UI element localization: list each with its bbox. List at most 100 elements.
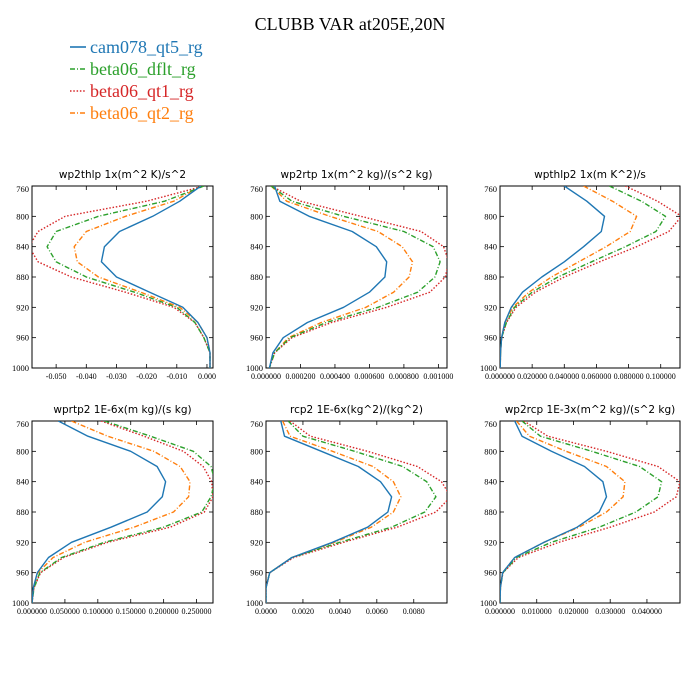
series-line-beta06_qt1_rg — [500, 186, 680, 368]
x-tick-label: 0.000000 — [485, 372, 515, 381]
series-line-beta06_qt2_rg — [32, 421, 191, 603]
x-tick-label: 0.0040 — [329, 607, 351, 616]
series-line-beta06_qt1_rg — [500, 421, 680, 603]
legend-entry: cam078_qt5_rg — [70, 37, 203, 57]
x-tick-label: 0.150000 — [116, 607, 146, 616]
x-tick-label: -0.020 — [136, 372, 157, 381]
series-line-beta06_dflt_rg — [500, 186, 667, 368]
x-tick-label: -0.030 — [106, 372, 127, 381]
chart-panel: wp2rtp 1x(m^2 kg)/(s^2 kg) 760 800 840 880 92… — [246, 169, 453, 381]
legend-label: beta06_qt1_rg — [90, 81, 194, 101]
y-tick-label: 760 — [16, 184, 29, 194]
x-tick-label: 0.000400 — [320, 372, 350, 381]
series-line-cam078_qt5_rg — [268, 186, 388, 368]
y-tick-label: 800 — [250, 211, 263, 221]
x-tick-label: 0.0080 — [403, 607, 425, 616]
series-line-beta06_dflt_rg — [266, 421, 437, 603]
series-line-beta06_dflt_rg — [32, 421, 213, 603]
y-tick-label: 880 — [484, 272, 497, 282]
chart-panel: wp2thlp 1x(m^2 K)/s^2 760 800 840 880 920 960 1… — [12, 169, 216, 381]
series-line-cam078_qt5_rg — [100, 186, 211, 368]
y-tick-label: 840 — [16, 477, 29, 487]
y-tick-label: 840 — [484, 242, 497, 252]
y-tick-label: 760 — [484, 184, 497, 194]
x-tick-label: 0.250000 — [182, 607, 212, 616]
y-tick-label: 760 — [250, 419, 263, 429]
y-tick-label: 880 — [484, 507, 497, 517]
x-tick-label: 0.020000 — [558, 607, 588, 616]
y-tick-label: 800 — [16, 211, 29, 221]
legend-label: beta06_dflt_rg — [90, 59, 196, 79]
plot-frame — [265, 185, 448, 369]
chart-panel: wprtp2 1E-6x(m kg)/(s kg) 760 800 840 880 920… — [12, 404, 214, 616]
x-tick-label: 0.080000 — [614, 372, 644, 381]
series-line-beta06_qt1_rg — [266, 421, 447, 603]
x-tick-label: 0.100000 — [83, 607, 113, 616]
y-tick-label: 840 — [484, 477, 497, 487]
x-tick-label: -0.010 — [166, 372, 187, 381]
x-tick-label: 0.000000 — [17, 607, 47, 616]
y-tick-label: 920 — [484, 302, 497, 312]
y-tick-label: 1000 — [12, 598, 29, 608]
legend-entry: beta06_dflt_rg — [70, 59, 196, 79]
x-tick-label: 0.000000 — [485, 607, 515, 616]
x-tick-label: 0.000200 — [285, 372, 315, 381]
plot-frame — [499, 185, 681, 369]
plot-frame — [499, 420, 681, 604]
legend-entry: beta06_qt2_rg — [70, 103, 194, 123]
y-tick-label: 960 — [16, 568, 29, 578]
series-line-cam078_qt5_rg — [500, 421, 608, 603]
x-tick-label: 0.000600 — [354, 372, 384, 381]
x-tick-label: 0.0000 — [255, 607, 277, 616]
series-line-beta06_qt2_rg — [73, 186, 211, 368]
series-line-beta06_qt1_rg — [268, 186, 447, 368]
x-tick-label: 0.0060 — [366, 607, 388, 616]
y-tick-label: 1000 — [246, 363, 263, 373]
figure-title: CLUBB VAR at205E,20N — [255, 14, 446, 34]
y-tick-label: 920 — [16, 302, 29, 312]
plot-frame — [31, 185, 214, 369]
x-tick-label: 0.050000 — [50, 607, 80, 616]
y-tick-label: 960 — [484, 568, 497, 578]
y-tick-label: 920 — [484, 537, 497, 547]
series-line-beta06_dflt_rg — [46, 186, 211, 368]
legend-label: cam078_qt5_rg — [90, 37, 203, 57]
x-tick-label: 0.010000 — [522, 607, 552, 616]
y-tick-label: 880 — [250, 507, 263, 517]
y-tick-label: 880 — [16, 507, 29, 517]
x-tick-label: -0.050 — [46, 372, 67, 381]
series-line-beta06_qt2_rg — [500, 186, 638, 368]
panel-title: rcp2 1E-6x(kg^2)/(kg^2) — [290, 404, 423, 416]
y-tick-label: 960 — [250, 568, 263, 578]
x-tick-label: 0.000 — [198, 372, 216, 381]
x-tick-label: 0.100000 — [646, 372, 676, 381]
legend: cam078_qt5_rgbeta06_dflt_rgbeta06_qt1_rg… — [70, 37, 203, 123]
y-tick-label: 960 — [484, 333, 497, 343]
series-line-beta06_qt2_rg — [500, 421, 626, 603]
y-tick-label: 840 — [250, 477, 263, 487]
y-tick-label: 880 — [16, 272, 29, 282]
panel-title: wpthlp2 1x(m K^2)/s — [534, 169, 646, 181]
y-tick-label: 840 — [16, 242, 29, 252]
y-tick-label: 960 — [16, 333, 29, 343]
series-line-cam078_qt5_rg — [500, 186, 606, 368]
series-line-beta06_dflt_rg — [268, 186, 441, 368]
y-tick-label: 1000 — [480, 363, 497, 373]
x-tick-label: 0.040000 — [632, 607, 662, 616]
y-tick-label: 760 — [16, 419, 29, 429]
series-line-cam078_qt5_rg — [32, 421, 167, 603]
x-tick-label: 0.000800 — [389, 372, 419, 381]
y-tick-label: 920 — [250, 302, 263, 312]
series-line-cam078_qt5_rg — [266, 421, 393, 603]
y-tick-label: 1000 — [480, 598, 497, 608]
y-tick-label: 800 — [16, 446, 29, 456]
series-line-beta06_dflt_rg — [500, 421, 663, 603]
y-tick-label: 840 — [250, 242, 263, 252]
x-tick-label: 0.040000 — [549, 372, 579, 381]
chart-panel: wpthlp2 1x(m K^2)/s 760 800 840 880 920 960 100… — [480, 169, 681, 381]
panel-title: wprtp2 1E-6x(m kg)/(s kg) — [53, 404, 191, 416]
chart-panel: wp2rcp 1E-3x(m^2 kg)/(s^2 kg) 760 800 840 88… — [480, 404, 681, 616]
x-tick-label: 0.030000 — [595, 607, 625, 616]
x-tick-label: 0.060000 — [581, 372, 611, 381]
